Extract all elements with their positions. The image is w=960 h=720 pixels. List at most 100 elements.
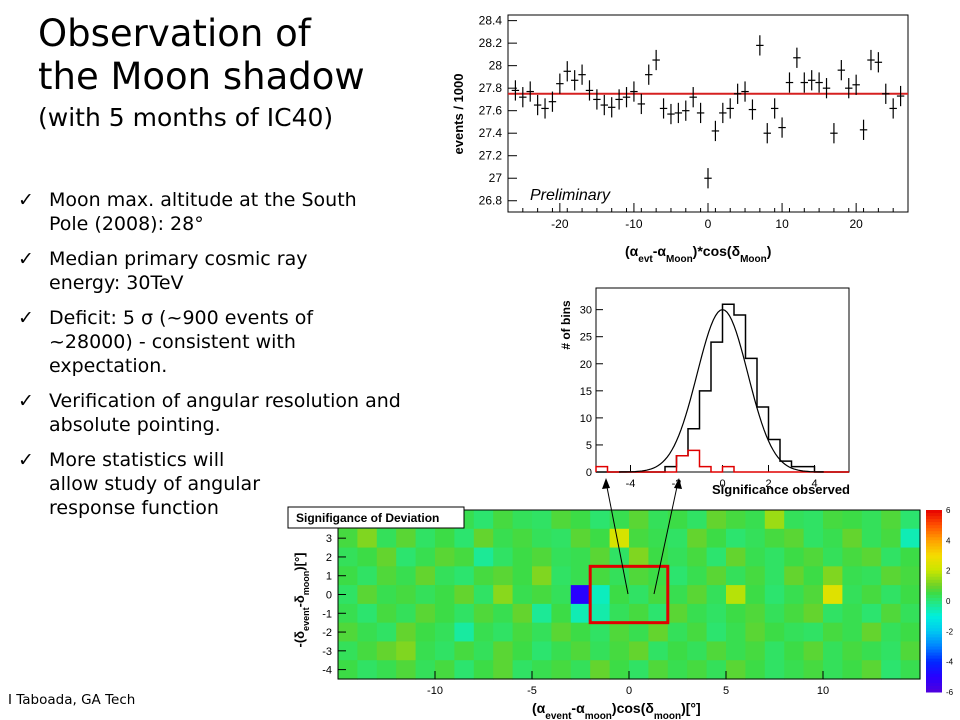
heatmap-cell — [454, 585, 475, 605]
heatmap-cell — [629, 528, 649, 549]
heatmap-cell — [609, 510, 630, 530]
heatmap-cell — [570, 566, 591, 586]
heatmap-cell — [454, 547, 475, 567]
x-tick-label: -10 — [625, 217, 643, 231]
title-line-3: (with 5 months of IC40) — [38, 103, 334, 132]
heatmap-cell — [570, 660, 591, 680]
y-tick-label: 20 — [580, 359, 592, 371]
heatmap-cell — [726, 660, 746, 680]
heatmap-cell — [415, 641, 436, 661]
heatmap-cell — [512, 585, 533, 605]
heatmap-cell — [726, 547, 746, 567]
heatmap-cell — [784, 566, 805, 586]
heatmap-cell — [823, 641, 843, 661]
heatmap-cell — [900, 585, 921, 605]
moon-events-plot: 26.8 27 27.2 27.4 27.6 27.8 28 28.2 28.4 -20 -10 0 1… — [451, 14, 909, 265]
colorbar-segment — [926, 649, 942, 654]
heatmap-cell — [648, 547, 669, 567]
heatmap-cell — [376, 603, 397, 624]
y-tick-label: -3 — [322, 646, 332, 658]
x-tick-label: 0 — [626, 685, 632, 697]
heatmap-cell — [532, 660, 552, 680]
heatmap-cell — [590, 510, 611, 530]
y-tick-label: 28.4 — [479, 14, 503, 28]
heatmap-cell — [493, 547, 514, 567]
heatmap-cell — [900, 641, 921, 661]
heatmap-cell — [861, 528, 882, 549]
heatmap-cell — [842, 603, 863, 624]
heatmap-cell — [551, 622, 572, 643]
heatmap-cell — [881, 660, 902, 680]
heatmap-cell — [590, 528, 611, 549]
heatmap-cell — [435, 528, 455, 549]
y-tick-label: 27.4 — [479, 126, 503, 140]
y-tick-label: 10 — [580, 413, 592, 425]
heatmap-cell — [532, 603, 552, 624]
heatmap-cell — [415, 622, 436, 643]
heatmap-cell — [590, 660, 611, 680]
colorbar-segment — [926, 676, 942, 681]
link-arrowhead-right — [674, 478, 682, 489]
heatmap-cell — [454, 528, 475, 549]
heatmap-cell — [745, 603, 766, 624]
x-tick-label: 4 — [811, 478, 817, 490]
heatmap-cell — [415, 585, 436, 605]
heatmap-cell — [396, 641, 417, 661]
heatmap-cell — [415, 660, 436, 680]
heatmap-cell — [861, 585, 882, 605]
y-tick-label: 27.2 — [479, 149, 503, 163]
heatmap-cell — [376, 622, 397, 643]
heatmap-cell — [551, 547, 572, 567]
heatmap-cell — [900, 547, 921, 567]
y-tick-label: 27.6 — [479, 104, 503, 118]
heatmap-cell — [648, 585, 669, 605]
heatmap-cell — [784, 622, 805, 643]
heatmap-cell — [648, 603, 669, 624]
bullet-text: Median primary cosmic ray energy: 30TeV — [49, 248, 308, 294]
heatmap-cell — [376, 660, 397, 680]
colorbar-segment — [926, 582, 942, 587]
x-axis-label: Significance observed — [712, 482, 850, 497]
heatmap-cell — [609, 622, 630, 643]
colorbar-tick-label: 4 — [946, 536, 951, 545]
heatmap-cell — [493, 641, 514, 661]
heatmap-cell — [609, 528, 630, 549]
heatmap-cell — [842, 622, 863, 643]
heatmap-cell — [667, 528, 688, 549]
heatmap-cell — [687, 510, 708, 530]
heatmap-cell — [473, 510, 494, 530]
heatmap-cell — [706, 566, 727, 586]
bullet-item: ✓ Verification of angular resolution and … — [18, 389, 438, 437]
heatmap-cell — [473, 547, 494, 567]
heatmap-cell — [861, 641, 882, 661]
heatmap-cell — [551, 566, 572, 586]
heatmap-cell — [667, 660, 688, 680]
heatmap-cell — [687, 528, 708, 549]
y-tick-label: 27.8 — [479, 81, 503, 95]
heatmap-cell — [338, 566, 358, 586]
colorbar-segment — [926, 601, 942, 605]
colorbar-segment — [926, 622, 942, 626]
colorbar-segment — [926, 685, 942, 690]
heatmap-cell — [687, 622, 708, 643]
colorbar-segment — [926, 646, 942, 651]
heatmap-cell — [609, 585, 630, 605]
heatmap-cell — [823, 622, 843, 643]
heatmap-cell — [687, 660, 708, 680]
heatmap-cell — [900, 528, 921, 549]
heatmap-cell — [551, 641, 572, 661]
heatmap-cell — [512, 510, 533, 530]
heatmap-cell — [667, 566, 688, 586]
heatmap-cell — [435, 547, 455, 567]
heatmap-cell — [726, 510, 746, 530]
heatmap-cell — [609, 641, 630, 661]
heatmap-cell — [687, 603, 708, 624]
colorbar-segment — [926, 570, 942, 575]
colorbar-segment — [926, 564, 942, 569]
heatmap-cell — [590, 566, 611, 586]
heatmap-cell — [667, 622, 688, 643]
heatmap-cell — [803, 566, 824, 586]
heatmap-cell — [357, 622, 378, 643]
heatmap-cell — [435, 566, 455, 586]
